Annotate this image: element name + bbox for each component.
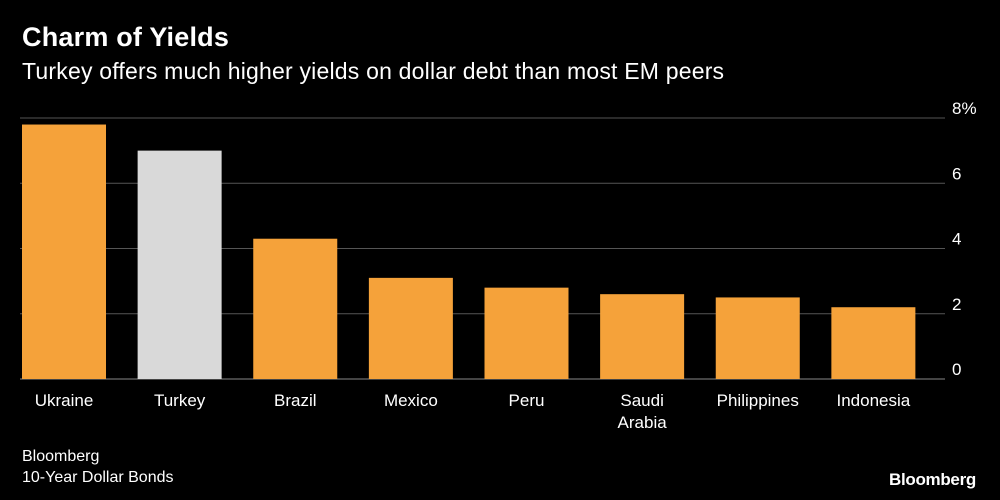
x-tick-label: Peru: [509, 391, 545, 410]
y-tick-label: 6: [952, 164, 961, 183]
x-tick-label: Brazil: [274, 391, 317, 410]
y-tick-label: 4: [952, 230, 961, 249]
chart-title: Charm of Yields: [22, 22, 230, 52]
chart-subtitle: Turkey offers much higher yields on doll…: [22, 58, 725, 84]
x-tick-label: Mexico: [384, 391, 438, 410]
y-tick-label: 0: [952, 360, 961, 379]
bar-saudi-arabia: [600, 294, 685, 379]
footer: Bloomberg 10-Year Dollar Bonds: [22, 446, 174, 488]
series-note: 10-Year Dollar Bonds: [22, 469, 174, 486]
bar-brazil: [253, 238, 338, 379]
x-tick-label: Ukraine: [35, 391, 94, 410]
bar-mexico: [368, 277, 453, 379]
x-tick-label: Philippines: [717, 391, 799, 410]
x-tick-label: Arabia: [618, 413, 668, 432]
y-tick-label: 2: [952, 295, 961, 314]
bar-ukraine: [22, 124, 106, 380]
y-tick-label: 8%: [952, 99, 977, 118]
bloomberg-logo: Bloomberg: [888, 470, 976, 489]
y-axis-ticks: 0 2 4 6 8%: [952, 99, 977, 379]
x-tick-label: Indonesia: [837, 391, 911, 410]
bar-turkey: [137, 150, 222, 379]
bars: [22, 124, 916, 380]
x-tick-label: Turkey: [154, 391, 206, 410]
x-tick-label: Saudi: [620, 391, 663, 410]
bar-philippines: [715, 297, 800, 379]
bar-indonesia: [831, 307, 916, 379]
source-label: Bloomberg: [22, 448, 100, 465]
x-axis-labels: Ukraine Turkey Brazil Mexico Peru Saudi Arabia…: [35, 391, 911, 432]
bar-peru: [484, 287, 569, 379]
